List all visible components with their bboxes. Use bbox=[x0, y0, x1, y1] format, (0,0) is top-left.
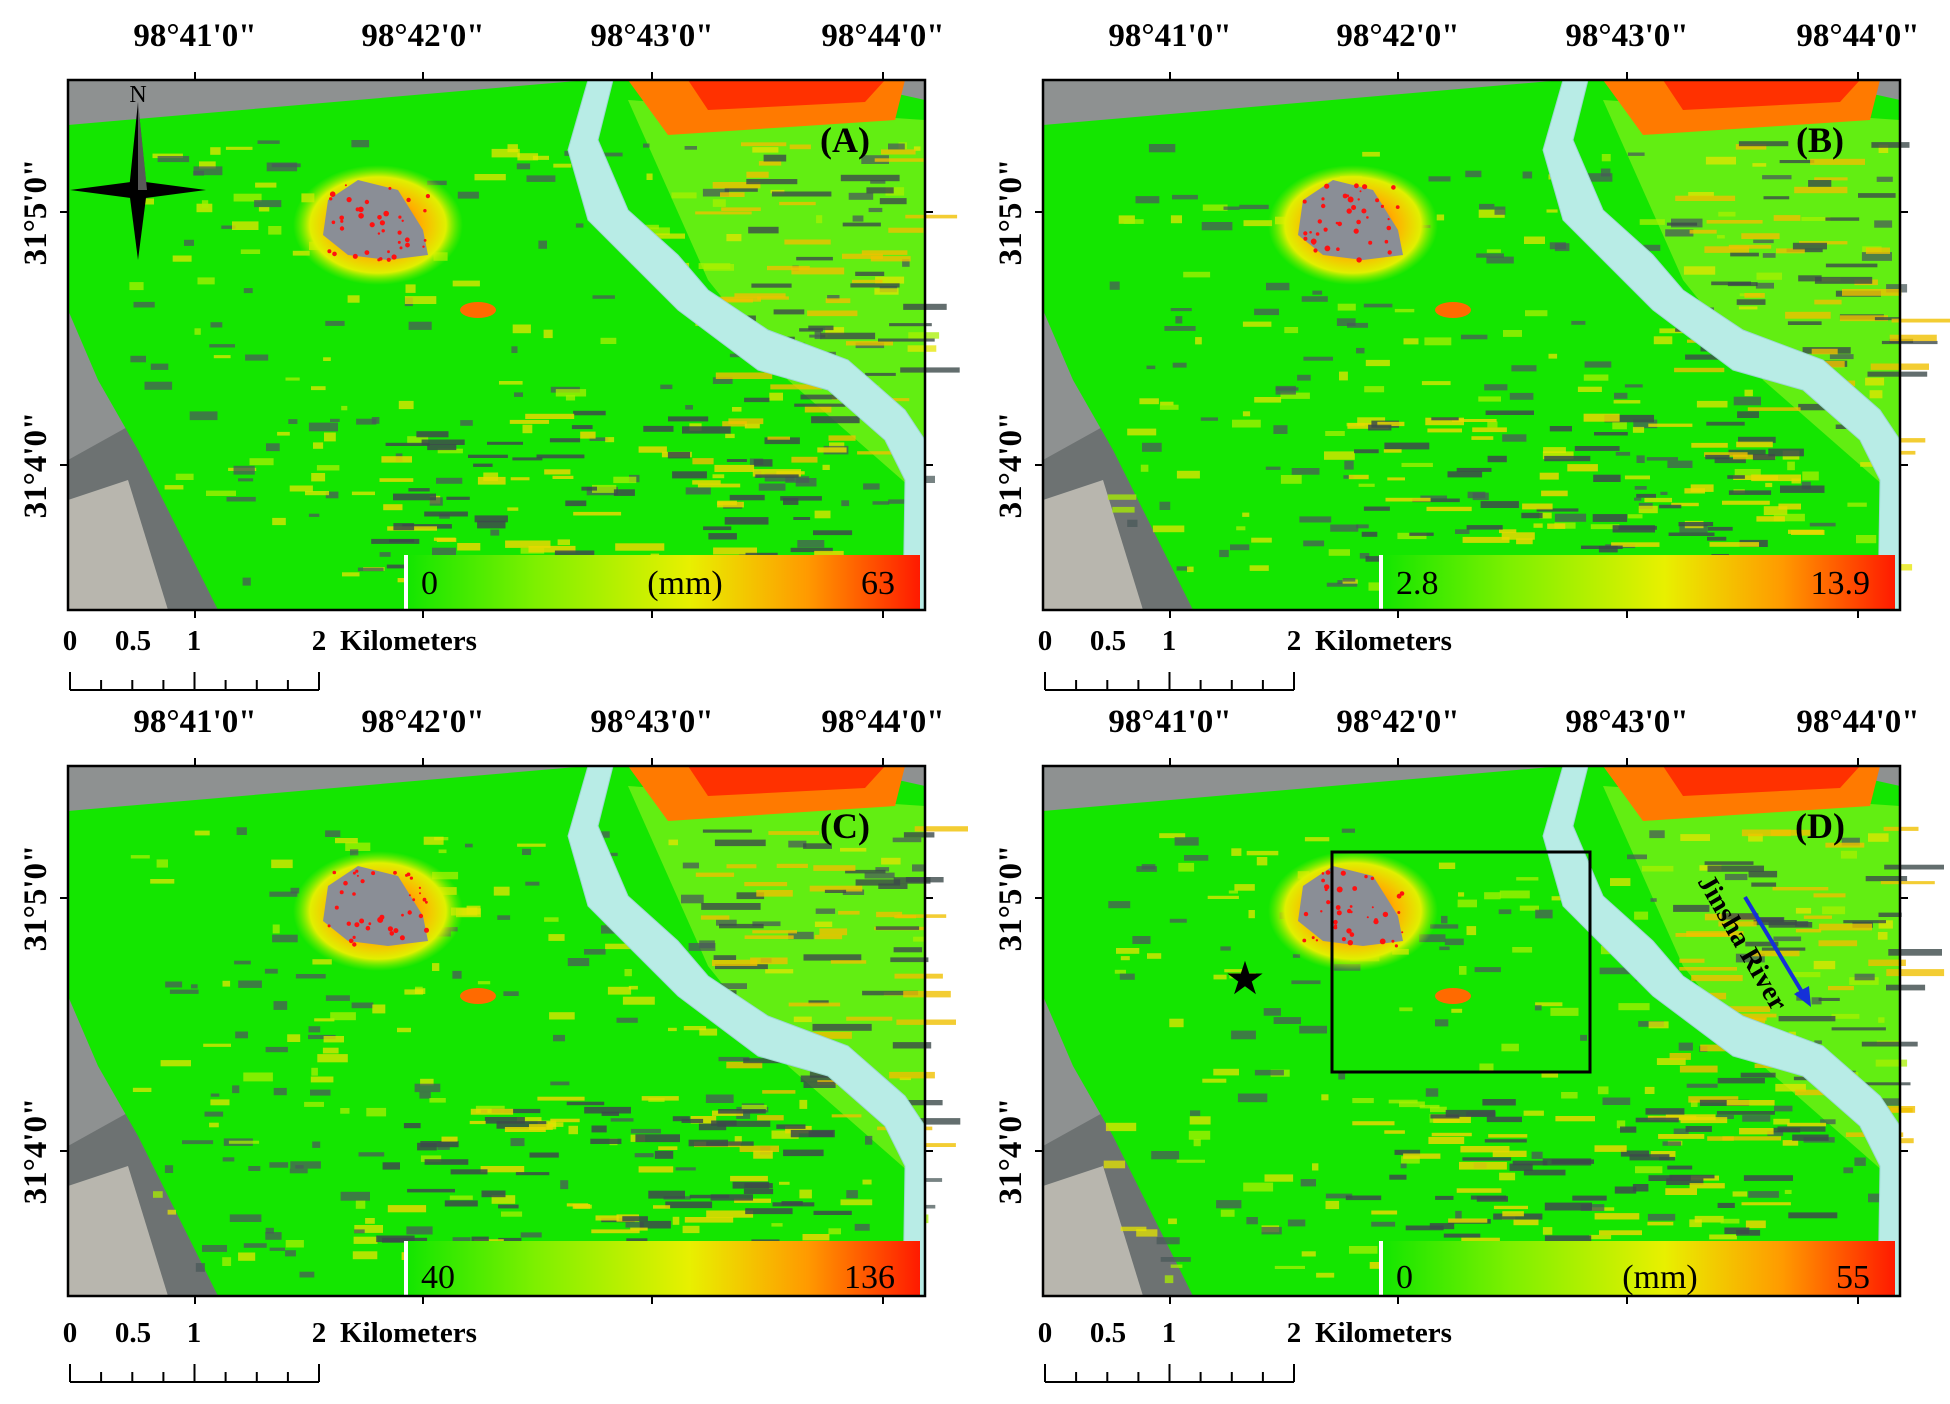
scale-label-1: 1 bbox=[1162, 625, 1177, 657]
scale-bar: 0 0.5 1 2 Kilometers bbox=[1038, 1317, 1452, 1349]
scale-label-2: 2 bbox=[312, 1317, 327, 1349]
scale-bar: 0 0.5 1 2 Kilometers bbox=[1038, 625, 1452, 657]
panel-label: (B) bbox=[1796, 120, 1844, 160]
colorbar-max: 13.9 bbox=[1811, 565, 1871, 602]
lat-tick-1: 31°5'0" bbox=[18, 845, 54, 952]
lon-tick-1: 98°41'0" bbox=[133, 704, 256, 740]
deformation-map bbox=[60, 72, 960, 618]
colorbar-min: 0 bbox=[421, 565, 438, 602]
lat-tick-1: 31°5'0" bbox=[993, 845, 1029, 952]
colorbar: 0 (mm) 55 bbox=[1396, 1259, 1870, 1296]
scale-label-1: 1 bbox=[187, 625, 202, 657]
lat-tick-2: 31°4'0" bbox=[993, 412, 1029, 519]
scale-unit: Kilometers bbox=[340, 1317, 477, 1349]
flow-arrow-icon bbox=[1743, 895, 1811, 1007]
scale-label-05: 0.5 bbox=[115, 1317, 151, 1349]
map-figure-d: 98°41'0" 98°42'0" 98°43'0" 98°44'0" 31°5… bbox=[993, 704, 1945, 1383]
scale-label-0: 0 bbox=[63, 1317, 78, 1349]
scale-label-2: 2 bbox=[1287, 1317, 1302, 1349]
scale-label-1: 1 bbox=[1162, 1317, 1177, 1349]
scale-unit: Kilometers bbox=[1315, 625, 1452, 657]
scale-label-0: 0 bbox=[1038, 1317, 1053, 1349]
colorbar-min: 40 bbox=[421, 1259, 455, 1296]
deformation-map bbox=[1035, 72, 1950, 618]
study-area-box bbox=[1330, 850, 1592, 1074]
lon-tick-4: 98°44'0" bbox=[821, 704, 944, 740]
colorbar-max: 136 bbox=[844, 1259, 895, 1296]
map-figure-a: 98°41'0" 98°42'0" 98°43'0" 98°44'0" 31°5… bbox=[18, 18, 960, 691]
star-icon: ★ bbox=[1224, 953, 1265, 1004]
lon-tick-4: 98°44'0" bbox=[821, 18, 944, 54]
panel-label: (A) bbox=[820, 120, 870, 160]
map-figure-c: 98°41'0" 98°42'0" 98°43'0" 98°44'0" 31°5… bbox=[18, 704, 968, 1383]
scale-label-2: 2 bbox=[312, 625, 327, 657]
lon-tick-4: 98°44'0" bbox=[1796, 704, 1919, 740]
lon-tick-1: 98°41'0" bbox=[1108, 18, 1231, 54]
lat-tick-1: 31°5'0" bbox=[18, 159, 54, 266]
colorbar-min: 0 bbox=[1396, 1259, 1413, 1296]
lon-tick-2: 98°42'0" bbox=[361, 18, 484, 54]
deformation-map bbox=[60, 758, 968, 1304]
lon-tick-1: 98°41'0" bbox=[1108, 704, 1231, 740]
colorbar: 0 (mm) 63 bbox=[421, 565, 895, 602]
lon-tick-2: 98°42'0" bbox=[1336, 704, 1459, 740]
map-panel-d: 98°41'0" 98°42'0" 98°43'0" 98°44'0" 31°5… bbox=[975, 702, 1950, 1404]
map-panel-b: 98°41'0" 98°42'0" 98°43'0" 98°44'0" 31°5… bbox=[975, 0, 1950, 702]
map-figure-b: 98°41'0" 98°42'0" 98°43'0" 98°44'0" 31°5… bbox=[993, 18, 1950, 691]
north-arrow-icon: N bbox=[70, 82, 206, 260]
lat-tick-2: 31°4'0" bbox=[18, 412, 54, 519]
scale-unit: Kilometers bbox=[1315, 1317, 1452, 1349]
lon-tick-3: 98°43'0" bbox=[590, 704, 713, 740]
lat-tick-1: 31°5'0" bbox=[993, 159, 1029, 266]
lon-tick-3: 98°43'0" bbox=[590, 18, 713, 54]
colorbar-unit: (mm) bbox=[647, 565, 723, 602]
colorbar-unit: (mm) bbox=[1622, 1259, 1698, 1296]
colorbar: 2.8 13.9 bbox=[1396, 565, 1870, 602]
scale-label-05: 0.5 bbox=[1090, 1317, 1126, 1349]
deformation-map bbox=[1035, 758, 1945, 1304]
lon-tick-3: 98°43'0" bbox=[1565, 704, 1688, 740]
scale-label-05: 0.5 bbox=[115, 625, 151, 657]
lon-tick-1: 98°41'0" bbox=[133, 18, 256, 54]
colorbar: 40 136 bbox=[421, 1259, 895, 1296]
scale-bar: 0 0.5 1 2 Kilometers bbox=[63, 1317, 477, 1349]
scale-bar: 0 0.5 1 2 Kilometers bbox=[63, 625, 477, 657]
scale-label-2: 2 bbox=[1287, 625, 1302, 657]
lat-tick-2: 31°4'0" bbox=[993, 1098, 1029, 1205]
lon-tick-2: 98°42'0" bbox=[361, 704, 484, 740]
lon-tick-4: 98°44'0" bbox=[1796, 18, 1919, 54]
scale-label-0: 0 bbox=[63, 625, 78, 657]
north-label: N bbox=[129, 82, 146, 108]
map-panel-a: 98°41'0" 98°42'0" 98°43'0" 98°44'0" 31°5… bbox=[0, 0, 975, 702]
scale-label-0: 0 bbox=[1038, 625, 1053, 657]
lon-tick-2: 98°42'0" bbox=[1336, 18, 1459, 54]
colorbar-max: 55 bbox=[1836, 1259, 1870, 1296]
lon-tick-3: 98°43'0" bbox=[1565, 18, 1688, 54]
map-panel-c: 98°41'0" 98°42'0" 98°43'0" 98°44'0" 31°5… bbox=[0, 702, 975, 1404]
scale-unit: Kilometers bbox=[340, 625, 477, 657]
colorbar-max: 63 bbox=[861, 565, 895, 602]
scale-label-05: 0.5 bbox=[1090, 625, 1126, 657]
panel-label: (D) bbox=[1795, 806, 1845, 846]
colorbar-min: 2.8 bbox=[1396, 565, 1439, 602]
lat-tick-2: 31°4'0" bbox=[18, 1098, 54, 1205]
panel-label: (C) bbox=[820, 806, 870, 846]
scale-label-1: 1 bbox=[187, 1317, 202, 1349]
